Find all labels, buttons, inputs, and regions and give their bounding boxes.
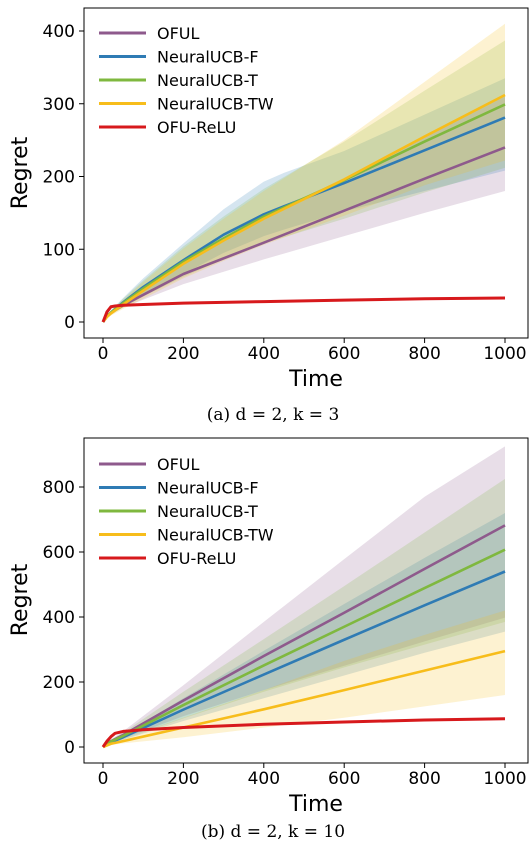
y-tick-label: 100 <box>43 240 75 260</box>
line-ofu-relu <box>101 296 506 323</box>
legend-label-oful: OFUL <box>157 455 200 474</box>
legend-label-oful: OFUL <box>157 24 200 43</box>
x-tick-label: 800 <box>408 769 440 789</box>
x-tick-label: 400 <box>248 769 280 789</box>
y-tick-label: 200 <box>43 673 75 693</box>
plot-frame <box>83 7 529 339</box>
figure-caption: (a) d = 2, k = 3 <box>207 405 340 425</box>
band-oful <box>103 446 505 747</box>
y-tick-label: 800 <box>43 478 75 498</box>
y-tick-label: 400 <box>43 22 75 42</box>
band-neuralucb-tw <box>103 610 505 747</box>
x-tick-label: 400 <box>248 344 280 364</box>
x-tick-label: 0 <box>98 344 109 364</box>
x-tick-label: 600 <box>328 344 360 364</box>
chart-b: 0 200 400 600 800 1000 0 200 400 600 800 Time Regret… <box>8 437 529 842</box>
line-neuralucb-tw <box>101 93 506 323</box>
legend-label-neuralucb-f: NeuralUCB-F <box>157 479 259 498</box>
y-axis-label: Regret <box>8 563 33 636</box>
legend-label-neuralucb-tw: NeuralUCB-TW <box>157 526 274 545</box>
plot-area <box>101 23 506 323</box>
x-tick-label: 1000 <box>483 344 526 364</box>
plot-area <box>101 446 506 749</box>
y-tick-label: 0 <box>64 313 75 333</box>
x-tick-label: 800 <box>408 344 440 364</box>
y-tick-label: 400 <box>43 608 75 628</box>
y-tick-label: 600 <box>43 543 75 563</box>
legend-label-ofu-relu: OFU-ReLU <box>157 549 236 568</box>
x-tick-label: 0 <box>98 769 109 789</box>
x-tick-label: 200 <box>167 769 199 789</box>
band-neuralucb-t <box>103 478 505 747</box>
x-axis-label: Time <box>288 792 343 817</box>
figure-caption: (b) d = 2, k = 10 <box>201 822 345 842</box>
legend-label-neuralucb-f: NeuralUCB-F <box>157 48 259 67</box>
y-tick-label: 0 <box>64 738 75 758</box>
line-neuralucb-t <box>102 548 506 749</box>
plot-frame <box>83 437 529 764</box>
legend-label-ofu-relu: OFU-ReLU <box>157 118 236 137</box>
legend-label-neuralucb-t: NeuralUCB-T <box>157 502 258 521</box>
line-ofu-relu <box>101 717 506 748</box>
x-tick-label: 200 <box>167 344 199 364</box>
x-tick-label: 1000 <box>483 769 526 789</box>
legend-label-neuralucb-t: NeuralUCB-T <box>157 71 258 90</box>
x-axis-label: Time <box>288 367 343 392</box>
chart-a: 0 200 400 600 800 1000 0 100 200 300 400 Time Regret… <box>8 7 529 425</box>
x-tick-label: 600 <box>328 769 360 789</box>
y-tick-label: 300 <box>43 95 75 115</box>
y-tick-label: 200 <box>43 168 75 188</box>
y-axis-label: Regret <box>8 136 33 209</box>
legend-label-neuralucb-tw: NeuralUCB-TW <box>157 95 274 114</box>
